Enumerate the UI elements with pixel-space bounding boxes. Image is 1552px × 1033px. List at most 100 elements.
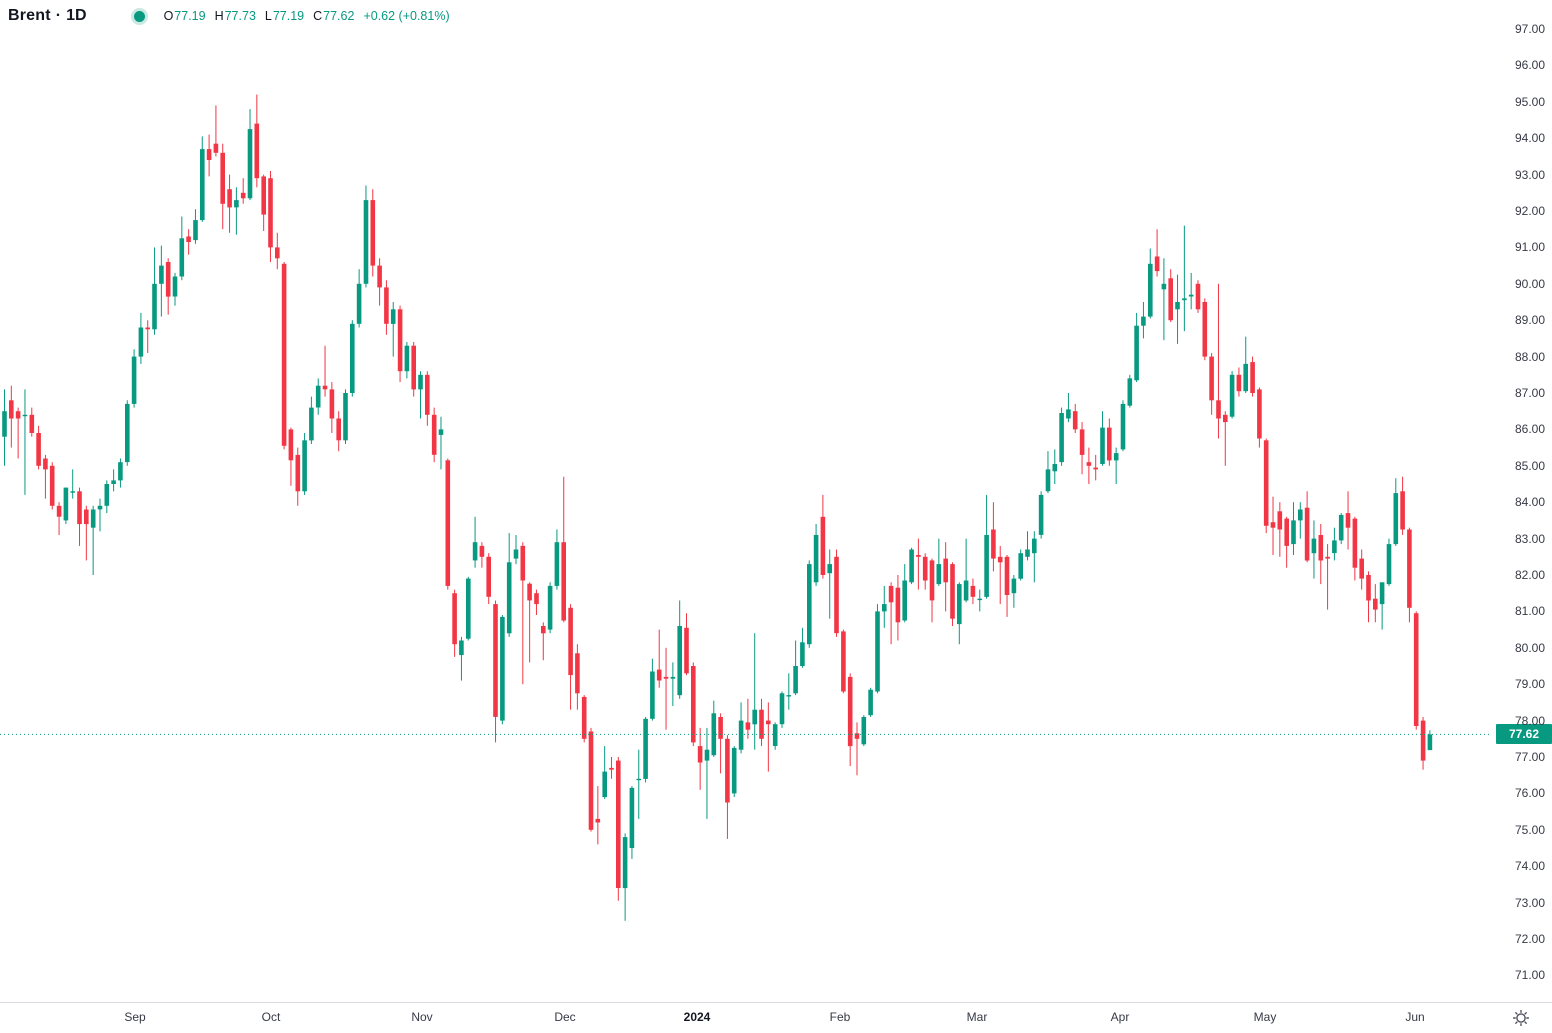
price-axis-label: 84.00 — [1514, 495, 1545, 510]
candle — [772, 724, 778, 746]
candle — [656, 669, 662, 681]
candle — [1120, 403, 1126, 450]
candle — [104, 484, 110, 506]
candle — [957, 584, 962, 625]
candle — [1257, 389, 1262, 439]
chart-legend: Brent · 1D O 77.19 H 77.73 L 77.19 C 77.… — [8, 4, 450, 28]
candle — [602, 771, 607, 798]
candle — [609, 767, 614, 770]
candle — [288, 429, 294, 461]
price-axis-label: 76.00 — [1514, 786, 1545, 801]
candle — [1025, 549, 1030, 557]
candle — [1161, 283, 1167, 290]
candle — [1195, 283, 1201, 310]
candle — [1100, 427, 1105, 464]
candle — [254, 123, 260, 179]
symbol-title[interactable]: Brent — [8, 7, 51, 24]
candle — [731, 747, 737, 794]
candle — [534, 593, 539, 605]
time-axis-year-label: 2024 — [683, 1010, 711, 1024]
candle — [1141, 316, 1146, 326]
candle — [868, 689, 873, 716]
candle — [827, 564, 832, 574]
candle — [813, 535, 819, 583]
candle — [1236, 374, 1242, 392]
candle — [1311, 538, 1317, 554]
candle — [220, 152, 225, 204]
candle — [131, 356, 137, 404]
price-axis-label: 78.00 — [1514, 713, 1545, 728]
candle — [588, 731, 594, 830]
candle — [1045, 469, 1051, 492]
price-axis-label: 88.00 — [1514, 349, 1545, 364]
time-axis[interactable]: Sep Oct Nov Dec 2024 Feb Mar Apr May Jun — [0, 1002, 1490, 1033]
time-axis-month-label: Nov — [411, 1010, 433, 1024]
candle — [77, 491, 82, 525]
candle — [752, 709, 757, 725]
candle — [541, 626, 546, 634]
candle — [581, 696, 587, 739]
high-value: 77.73 — [224, 9, 256, 23]
price-axis-label: 80.00 — [1514, 640, 1545, 655]
candle — [152, 283, 157, 330]
candle — [697, 746, 703, 763]
candle — [834, 556, 839, 634]
candle — [1250, 362, 1255, 393]
candle — [2, 411, 7, 437]
candle — [779, 693, 785, 725]
candle — [1243, 363, 1248, 392]
change-value: +0.62 (+0.81%) — [363, 9, 450, 23]
candle — [247, 129, 253, 199]
candle — [807, 564, 812, 645]
interval-label[interactable]: 1D — [66, 7, 87, 24]
candle — [1373, 598, 1378, 610]
candle — [1304, 507, 1310, 561]
candle — [281, 263, 287, 446]
candle — [1093, 467, 1098, 470]
open-label: O — [163, 9, 174, 23]
low-value: 77.19 — [272, 9, 305, 23]
candle — [970, 585, 976, 597]
candle — [793, 666, 798, 694]
time-axis-month-label: Feb — [829, 1010, 851, 1024]
candle — [663, 676, 669, 679]
candle — [650, 671, 655, 719]
price-axis-label: 95.00 — [1514, 94, 1545, 109]
candle — [1263, 440, 1269, 526]
candle — [472, 542, 478, 561]
time-axis-month-label: Dec — [554, 1010, 576, 1024]
candle — [1359, 558, 1364, 579]
candle — [172, 276, 178, 297]
candle — [234, 200, 239, 208]
candle — [800, 642, 805, 666]
candle — [888, 585, 894, 603]
candle — [486, 556, 491, 597]
candle — [213, 143, 219, 153]
candle — [315, 385, 321, 408]
time-axis-month-label: Mar — [966, 1010, 988, 1024]
candle — [322, 385, 328, 390]
candle — [520, 545, 526, 581]
candle — [15, 411, 21, 419]
candle — [159, 265, 164, 284]
candle — [111, 480, 116, 484]
candle — [1188, 294, 1194, 297]
candle — [759, 709, 764, 739]
axis-settings-button[interactable] — [1490, 1002, 1552, 1033]
candle — [1393, 493, 1399, 545]
candle — [165, 262, 171, 297]
candle — [466, 578, 471, 639]
candle — [261, 176, 266, 215]
price-axis[interactable]: 77.62 97.00 96.00 95.00 94.00 93.00 92.00 91.0… — [1490, 0, 1552, 1003]
candle — [493, 604, 498, 717]
candle — [1134, 325, 1139, 381]
candle — [1004, 556, 1010, 595]
candle — [820, 516, 826, 575]
candle — [929, 560, 935, 601]
candle — [125, 403, 130, 463]
candle — [1277, 511, 1283, 530]
candle — [1032, 538, 1037, 554]
ohlc-values: O 77.19 H 77.73 L 77.19 C 77.62 +0.62 (+… — [164, 9, 450, 23]
candle — [745, 722, 751, 730]
